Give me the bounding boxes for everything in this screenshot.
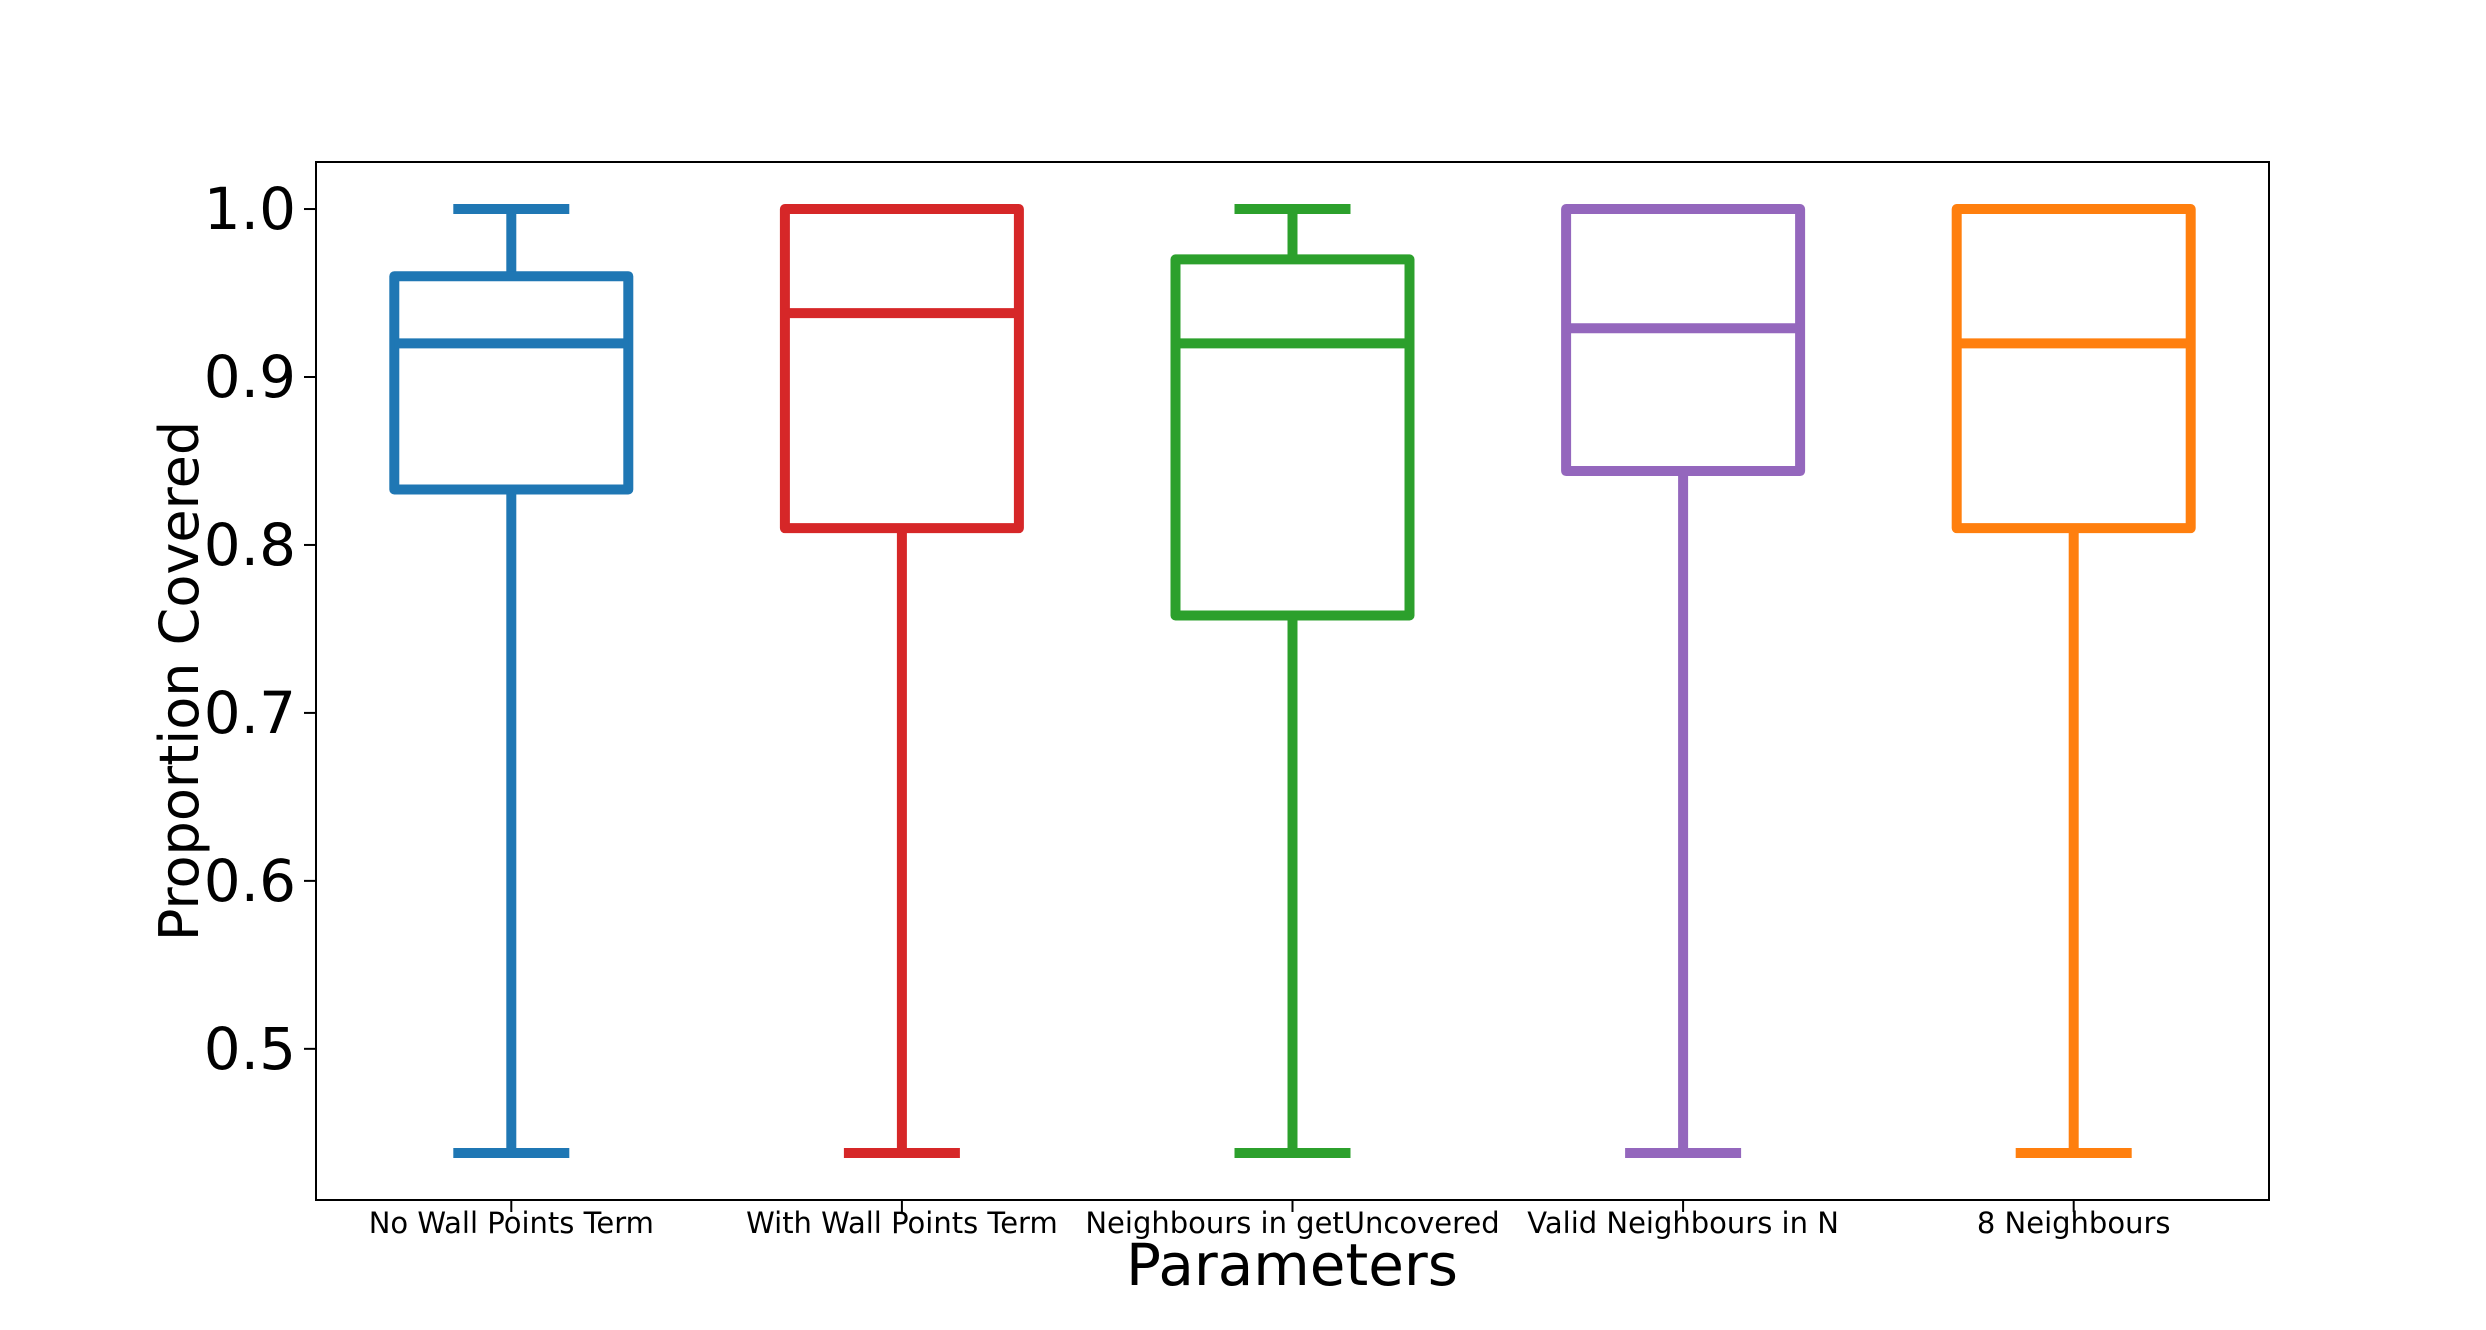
y-tick-label: 1.0 bbox=[204, 175, 296, 243]
x-tick-label: Valid Neighbours in N bbox=[1527, 1206, 1839, 1240]
box-5 bbox=[1951, 204, 2196, 1158]
y-tick-label: 0.9 bbox=[204, 343, 296, 411]
y-axis-label: Proportion Covered bbox=[148, 421, 211, 941]
iqr-box bbox=[1170, 254, 1415, 621]
boxes-layer bbox=[389, 204, 2196, 1158]
iqr-box bbox=[389, 271, 634, 495]
x-axis: No Wall Points Term With Wall Points Term… bbox=[369, 1200, 2171, 1240]
box-1 bbox=[389, 204, 634, 1158]
y-tick-label: 0.6 bbox=[204, 847, 296, 915]
y-tick-label: 0.8 bbox=[204, 511, 296, 579]
x-tick-label: Neighbours in getUncovered bbox=[1085, 1206, 1499, 1240]
x-tick-label: With Wall Points Term bbox=[746, 1206, 1058, 1240]
x-axis-label: Parameters bbox=[1126, 1231, 1458, 1299]
box-3 bbox=[1170, 204, 1415, 1158]
x-tick-label: No Wall Points Term bbox=[369, 1206, 654, 1240]
x-tick-label: 8 Neighbours bbox=[1977, 1206, 2171, 1240]
iqr-box bbox=[1561, 204, 1806, 477]
y-tick-label: 0.5 bbox=[204, 1015, 296, 1083]
box-4 bbox=[1561, 204, 1806, 1158]
y-tick-label: 0.7 bbox=[204, 679, 296, 747]
y-axis: 0.5 0.6 0.7 0.8 0.9 1.0 bbox=[204, 175, 316, 1083]
box-2 bbox=[779, 204, 1024, 1158]
iqr-box bbox=[1951, 204, 2196, 534]
iqr-box bbox=[779, 204, 1024, 534]
